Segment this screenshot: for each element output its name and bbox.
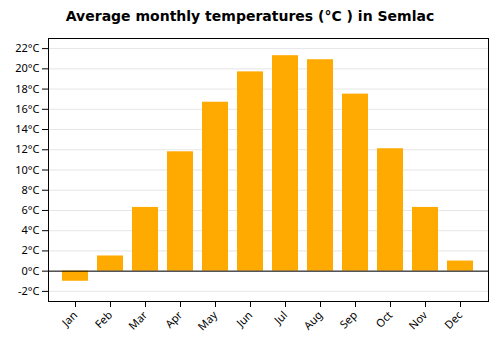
- svg-text:Sep: Sep: [336, 307, 360, 331]
- svg-text:Dec: Dec: [441, 307, 465, 331]
- svg-text:22°C: 22°C: [15, 40, 39, 55]
- svg-text:12°C: 12°C: [15, 141, 39, 156]
- svg-text:18°C: 18°C: [15, 81, 39, 96]
- svg-text:Nov: Nov: [405, 307, 430, 332]
- svg-text:Jul: Jul: [270, 307, 290, 327]
- svg-text:Feb: Feb: [91, 307, 115, 331]
- svg-text:6°C: 6°C: [22, 202, 40, 217]
- svg-text:20°C: 20°C: [15, 60, 39, 75]
- svg-text:Oct: Oct: [372, 307, 395, 330]
- svg-text:Mar: Mar: [125, 307, 151, 333]
- svg-text:Jun: Jun: [232, 307, 255, 330]
- svg-text:10°C: 10°C: [15, 162, 39, 177]
- svg-text:Jan: Jan: [57, 307, 80, 330]
- svg-text:8°C: 8°C: [22, 182, 40, 197]
- svg-text:16°C: 16°C: [15, 101, 39, 116]
- svg-text:Aug: Aug: [300, 307, 325, 332]
- svg-text:2°C: 2°C: [22, 242, 40, 257]
- svg-text:May: May: [194, 307, 220, 333]
- svg-text:-2°C: -2°C: [18, 283, 40, 298]
- svg-text:14°C: 14°C: [15, 121, 39, 136]
- svg-text:4°C: 4°C: [22, 222, 40, 237]
- svg-text:0°C: 0°C: [22, 263, 40, 278]
- html-text:Average monthly temperatures (: Average monthly temperatures (°C ) in Se…: [65, 8, 435, 24]
- svg-text:Apr: Apr: [162, 307, 186, 331]
